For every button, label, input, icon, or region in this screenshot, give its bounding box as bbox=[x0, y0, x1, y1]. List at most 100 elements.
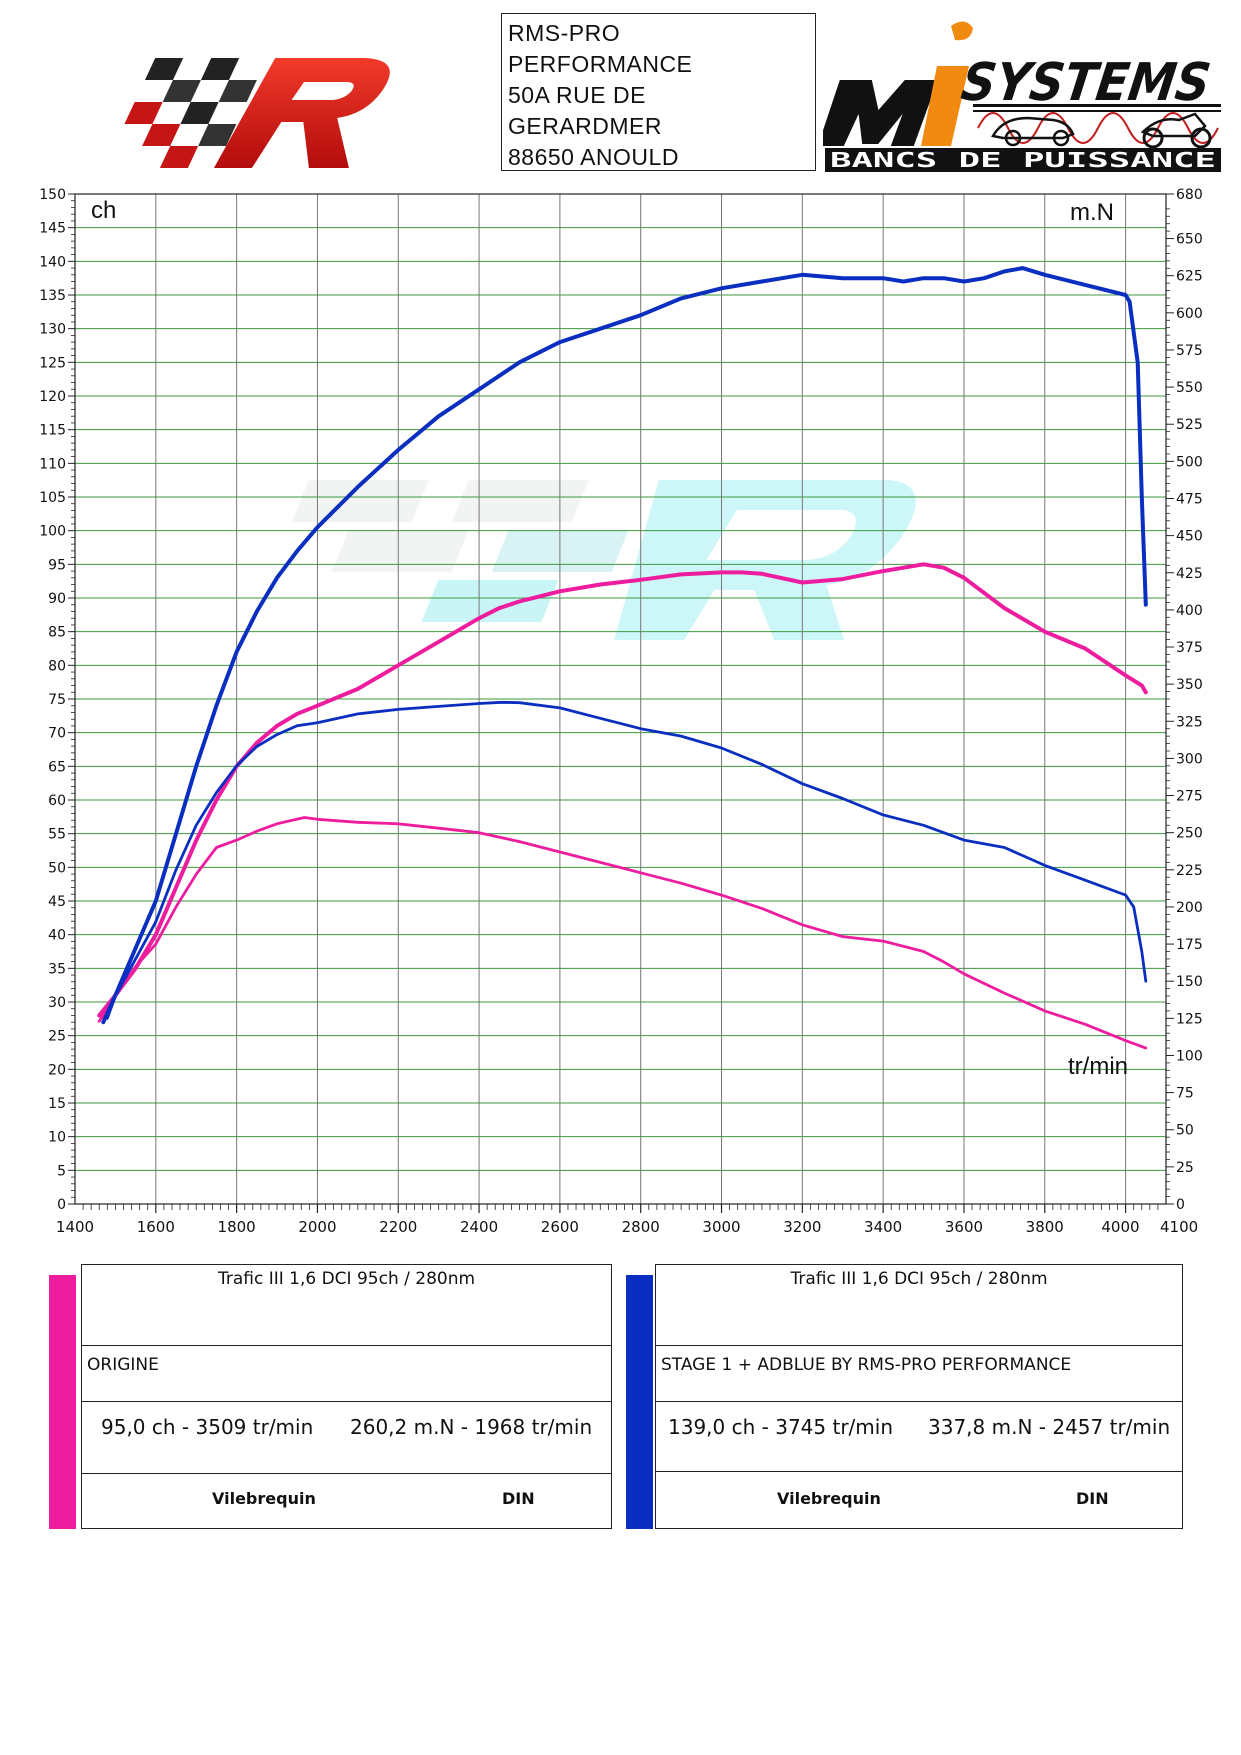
stage1-crank: Vilebrequin bbox=[777, 1489, 881, 1508]
y-left-tick-label: 35 bbox=[48, 961, 66, 977]
y-left-tick-label: 120 bbox=[39, 389, 66, 405]
y-left-tick-label: 110 bbox=[39, 456, 66, 472]
x-axis-label: tr/min bbox=[1068, 1053, 1128, 1080]
y-right-tick-label: 125 bbox=[1176, 1011, 1203, 1027]
logo-systems-text: SYSTEMS bbox=[958, 53, 1214, 113]
origine-color-strip bbox=[49, 1275, 76, 1529]
y-left-tick-label: 40 bbox=[48, 928, 66, 944]
y-right-tick-label: 325 bbox=[1176, 714, 1203, 730]
origine-vehicle: Trafic III 1,6 DCI 95ch / 280nm bbox=[217, 1269, 476, 1289]
dyno-chart: 0 5 10 15 20 25 30 35 40 45 50 55 60 65 70 75 80 85 90 95 10… bbox=[39, 187, 1202, 1236]
y-right-tick-label: 500 bbox=[1176, 454, 1203, 470]
x-tick-label: 2200 bbox=[379, 1218, 417, 1236]
y-left-tick-label: 45 bbox=[48, 894, 66, 910]
y-right-tick-label: 200 bbox=[1176, 900, 1203, 916]
y-left-tick-label: 10 bbox=[48, 1130, 66, 1146]
y-right-tick-label: 0 bbox=[1176, 1197, 1185, 1213]
series-torque-origine bbox=[97, 816, 1148, 1050]
y-right-tick-label: 600 bbox=[1176, 306, 1203, 322]
y-left-tick-label: 115 bbox=[39, 423, 66, 439]
y-left-tick-label: 145 bbox=[39, 221, 66, 237]
y-right-tick-label: 300 bbox=[1176, 751, 1203, 767]
origine-norm: DIN bbox=[502, 1489, 535, 1508]
x-tick-label: 2000 bbox=[298, 1218, 336, 1236]
y-right-tick-label: 650 bbox=[1176, 232, 1203, 248]
address-line: GERARDMER bbox=[508, 113, 663, 139]
address-line: 50A RUE DE bbox=[508, 82, 646, 108]
y-right-tick-label: 350 bbox=[1176, 677, 1203, 693]
x-tick-label: 3400 bbox=[864, 1218, 902, 1236]
address-line: PERFORMANCE bbox=[508, 51, 693, 77]
x-tick-label: 3200 bbox=[783, 1218, 821, 1236]
x-tick-label: 1800 bbox=[218, 1218, 256, 1236]
origine-config: ORIGINE bbox=[87, 1355, 159, 1375]
address-line: RMS-PRO bbox=[508, 20, 621, 46]
checkered-r-logo-icon bbox=[124, 58, 390, 168]
y-left-tick-label: 20 bbox=[48, 1062, 66, 1078]
y-right-tick-label: 225 bbox=[1176, 863, 1203, 879]
y-left-tick-label: 50 bbox=[48, 860, 66, 876]
x-tick-label: 3600 bbox=[945, 1218, 983, 1236]
y-left-tick-label: 0 bbox=[57, 1197, 66, 1213]
origine-torque: 260,2 m.N - 1968 tr/min bbox=[350, 1415, 593, 1439]
y-right-axis-label: m.N bbox=[1070, 199, 1114, 226]
chart-axes: 0 5 10 15 20 25 30 35 40 45 50 55 60 65 70 75 80 85 90 95 10… bbox=[39, 187, 1202, 1236]
chart-grid bbox=[75, 194, 1166, 1204]
y-left-tick-label: 125 bbox=[39, 355, 66, 371]
y-left-tick-label: 25 bbox=[48, 1029, 66, 1045]
y-left-tick-label: 85 bbox=[48, 625, 66, 641]
stage1-torque: 337,8 m.N - 2457 tr/min bbox=[928, 1415, 1171, 1439]
y-right-tick-label: 375 bbox=[1176, 640, 1203, 656]
y-left-tick-label: 75 bbox=[48, 692, 66, 708]
series-torque-stage1 bbox=[105, 700, 1148, 1020]
origine-power: 95,0 ch - 3509 tr/min bbox=[101, 1415, 314, 1439]
y-left-tick-label: 30 bbox=[48, 995, 66, 1011]
origine-crank: Vilebrequin bbox=[212, 1489, 316, 1508]
y-right-tick-label: 275 bbox=[1176, 789, 1203, 805]
x-tick-label: 1400 bbox=[56, 1218, 94, 1236]
y-left-tick-label: 60 bbox=[48, 793, 66, 809]
y-right-tick-label: 50 bbox=[1176, 1123, 1194, 1139]
series-power-stage1 bbox=[101, 266, 1148, 1025]
y-left-tick-label: 55 bbox=[48, 827, 66, 843]
x-tick-label: 2400 bbox=[460, 1218, 498, 1236]
y-right-tick-label: 550 bbox=[1176, 380, 1203, 396]
y-left-axis-label: ch bbox=[91, 197, 116, 224]
x-tick-label: 2600 bbox=[541, 1218, 579, 1236]
y-right-tick-label: 450 bbox=[1176, 529, 1203, 545]
address-line: 88650 ANOULD bbox=[508, 144, 679, 170]
stage1-color-strip bbox=[626, 1275, 653, 1529]
y-right-tick-label: 175 bbox=[1176, 937, 1203, 953]
y-right-tick-label: 525 bbox=[1176, 417, 1203, 433]
origine-legend-panel: Trafic III 1,6 DCI 95ch / 280nm ORIGINE … bbox=[81, 1264, 612, 1529]
chart-series bbox=[97, 266, 1148, 1050]
x-tick-label: 2800 bbox=[622, 1218, 660, 1236]
stage1-vehicle: Trafic III 1,6 DCI 95ch / 280nm bbox=[790, 1269, 1048, 1289]
y-right-tick-label: 150 bbox=[1176, 974, 1203, 990]
y-right-tick-label: 100 bbox=[1176, 1048, 1203, 1064]
y-right-tick-label: 680 bbox=[1176, 187, 1203, 203]
plot-frame bbox=[74, 193, 1167, 1205]
y-right-tick-label: 625 bbox=[1176, 269, 1203, 285]
x-tick-label: 3800 bbox=[1026, 1218, 1064, 1236]
x-tick-label: 4100 bbox=[1160, 1218, 1198, 1236]
x-tick-label: 3000 bbox=[702, 1218, 740, 1236]
y-right-tick-label: 25 bbox=[1176, 1160, 1194, 1176]
stage1-config: STAGE 1 + ADBLUE BY RMS-PRO PERFORMANCE bbox=[661, 1355, 1072, 1375]
y-left-tick-label: 70 bbox=[48, 726, 66, 742]
y-right-tick-label: 425 bbox=[1176, 566, 1203, 582]
stage1-legend-panel: Trafic III 1,6 DCI 95ch / 280nm STAGE 1 … bbox=[655, 1264, 1183, 1529]
y-left-tick-label: 150 bbox=[39, 187, 66, 203]
series-power-origine bbox=[97, 562, 1148, 1018]
y-right-tick-label: 475 bbox=[1176, 491, 1203, 507]
x-tick-label: 4000 bbox=[1101, 1218, 1139, 1236]
y-left-tick-label: 5 bbox=[57, 1163, 66, 1179]
address-box: RMS-PRO PERFORMANCE 50A RUE DE GERARDMER… bbox=[501, 13, 816, 171]
y-right-tick-label: 575 bbox=[1176, 343, 1203, 359]
y-left-tick-label: 140 bbox=[39, 254, 66, 270]
mi-systems-logo-icon: SYSTEMS BANCS DE PUISSANCE bbox=[823, 21, 1221, 172]
y-right-tick-label: 400 bbox=[1176, 603, 1203, 619]
checkered-r-watermark-icon bbox=[291, 480, 916, 640]
y-left-tick-label: 130 bbox=[39, 322, 66, 338]
stage1-power: 139,0 ch - 3745 tr/min bbox=[668, 1415, 893, 1439]
